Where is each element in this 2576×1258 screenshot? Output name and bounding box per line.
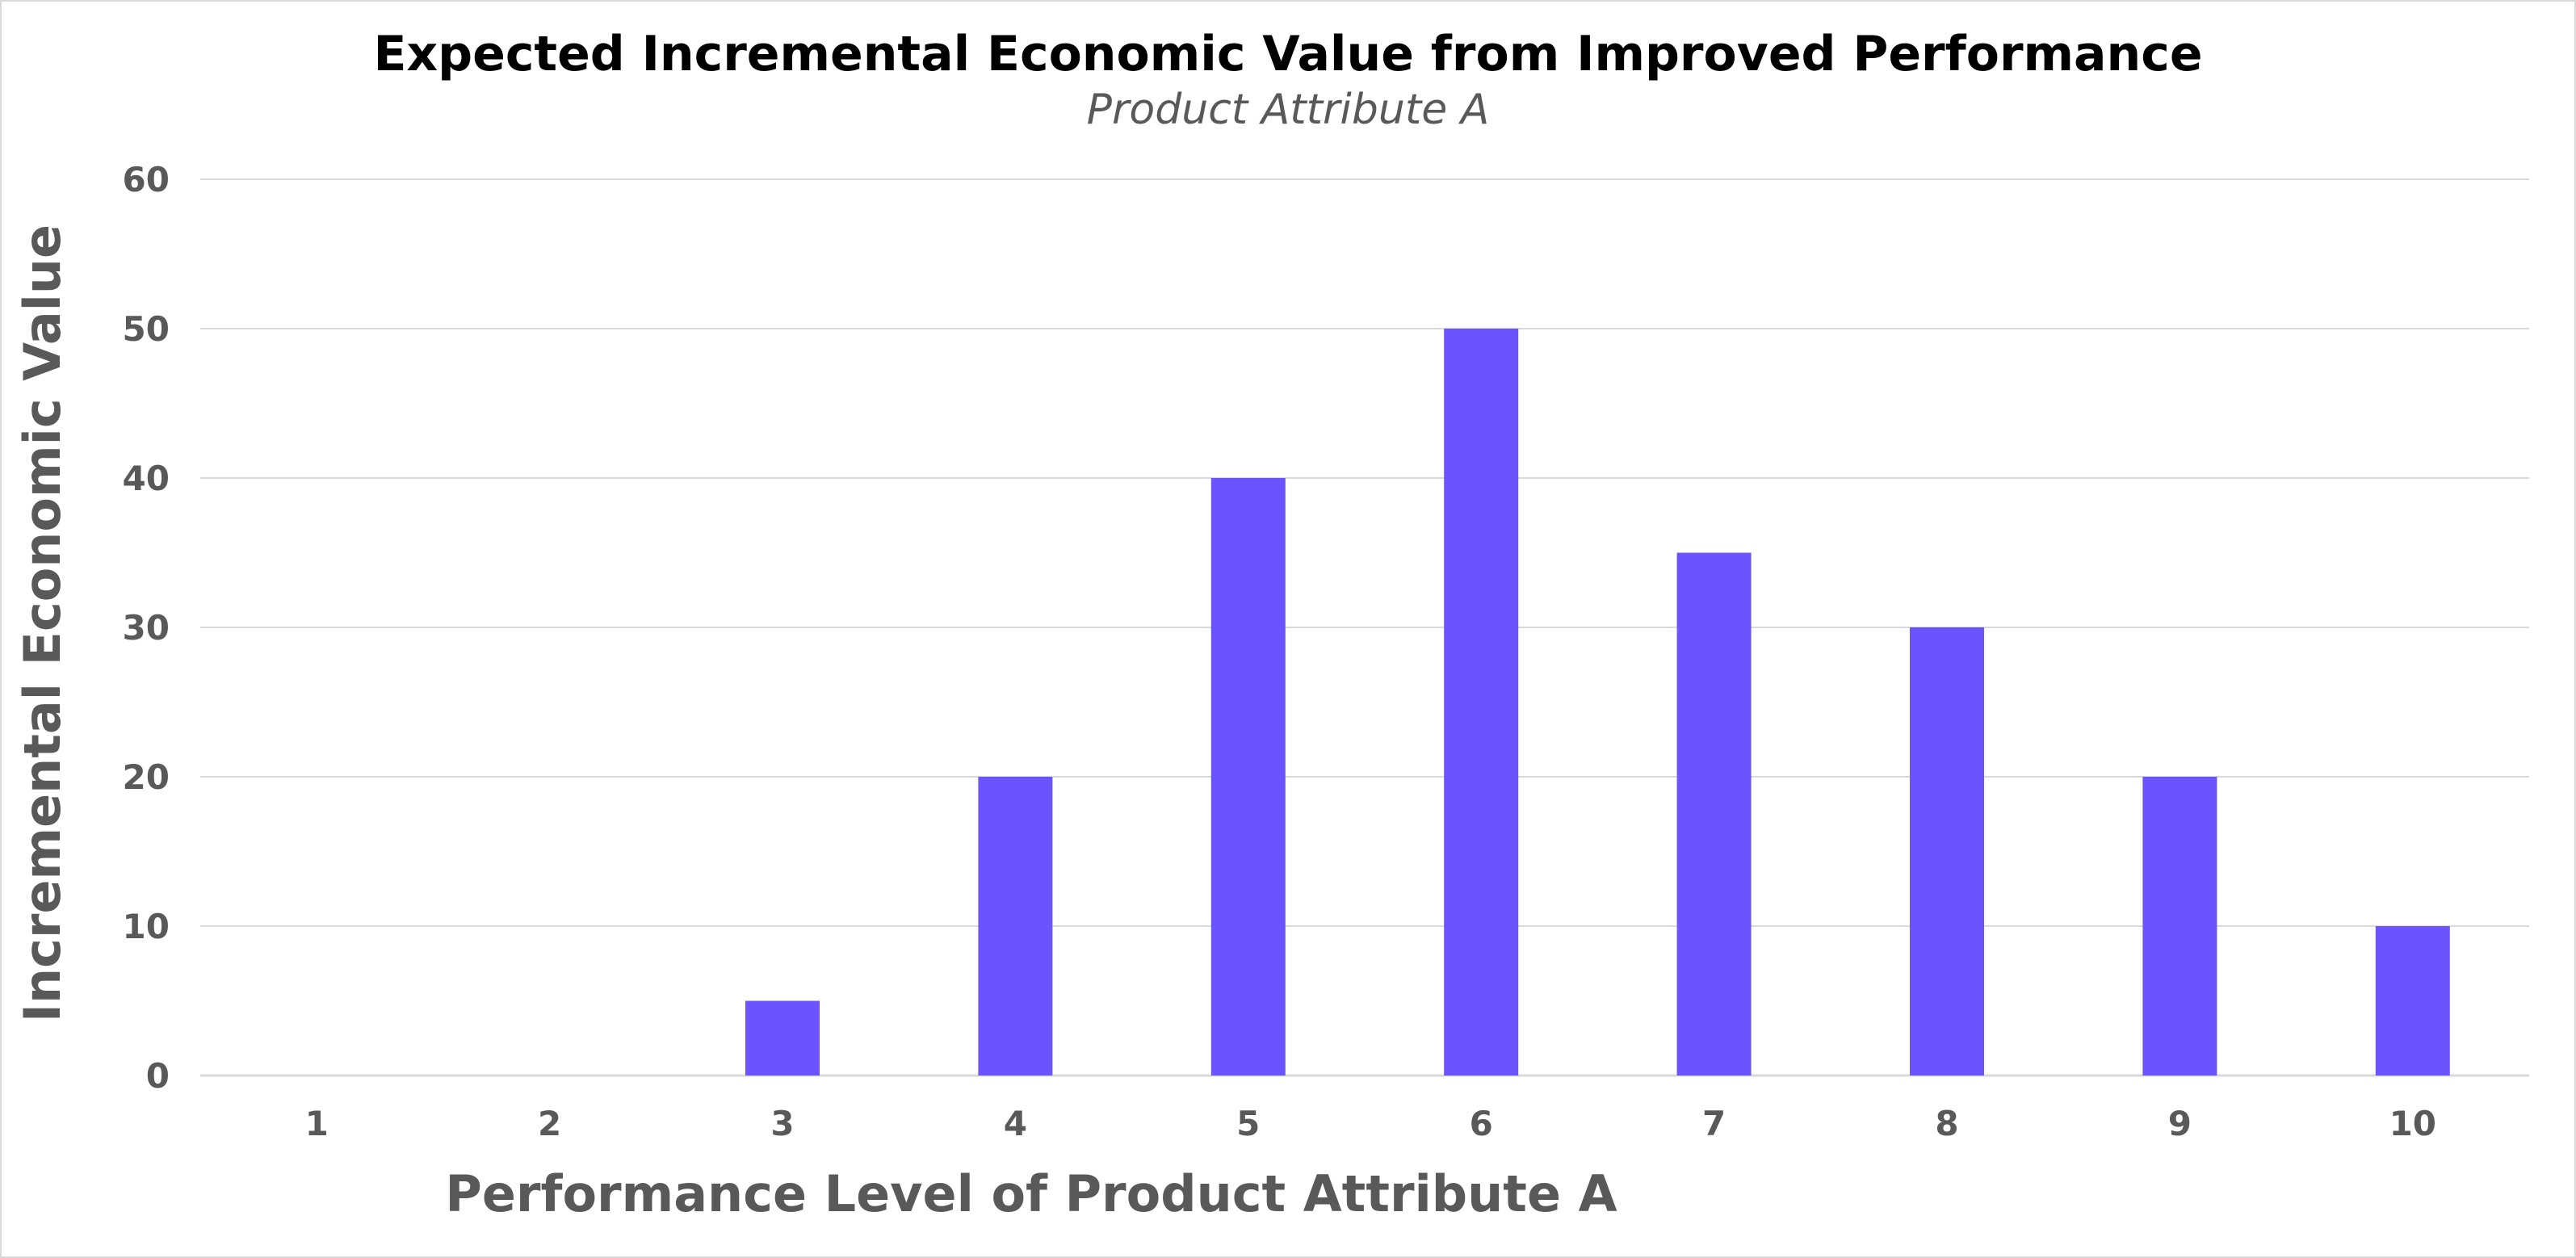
chart-subtitle: Product Attribute A — [1086, 86, 1490, 134]
y-tick-label: 40 — [123, 459, 170, 498]
y-tick-label: 50 — [123, 309, 170, 349]
y-tick-label: 10 — [123, 907, 170, 946]
bar-10 — [2375, 926, 2450, 1076]
bar-7 — [1676, 552, 1752, 1076]
x-tick-label: 5 — [1236, 1104, 1260, 1143]
bar-3 — [745, 1000, 820, 1076]
y-tick-label: 60 — [123, 160, 170, 199]
x-tick-label: 8 — [1935, 1104, 1958, 1143]
chart-title: Expected Incremental Economic Value from… — [373, 26, 2203, 82]
bar-6 — [1444, 329, 1519, 1076]
bar-5 — [1210, 478, 1286, 1076]
x-tick-label: 7 — [1702, 1104, 1726, 1143]
y-tick-label: 20 — [123, 757, 170, 797]
x-axis-title: Performance Level of Product Attribute A — [445, 1164, 1617, 1223]
x-axis-ticks: 1 2 3 4 5 6 7 8 9 10 — [305, 1104, 2436, 1143]
x-tick-label: 6 — [1470, 1104, 1493, 1143]
x-tick-label: 10 — [2389, 1104, 2436, 1143]
x-tick-label: 9 — [2168, 1104, 2192, 1143]
y-axis-ticks: 0 10 20 30 40 50 60 — [123, 160, 170, 1096]
y-tick-label: 30 — [123, 608, 170, 648]
x-tick-label: 1 — [305, 1104, 329, 1143]
y-axis-title: Incremental Economic Value — [13, 224, 72, 1022]
x-tick-label: 4 — [1004, 1104, 1027, 1143]
bar-4 — [978, 777, 1053, 1076]
bar-8 — [1910, 627, 1984, 1076]
x-tick-label: 3 — [770, 1104, 794, 1143]
gridlines — [200, 178, 2529, 1077]
bar-9 — [2142, 777, 2217, 1076]
x-tick-label: 2 — [538, 1104, 561, 1143]
bars — [745, 329, 2450, 1076]
y-tick-label: 0 — [146, 1056, 170, 1096]
